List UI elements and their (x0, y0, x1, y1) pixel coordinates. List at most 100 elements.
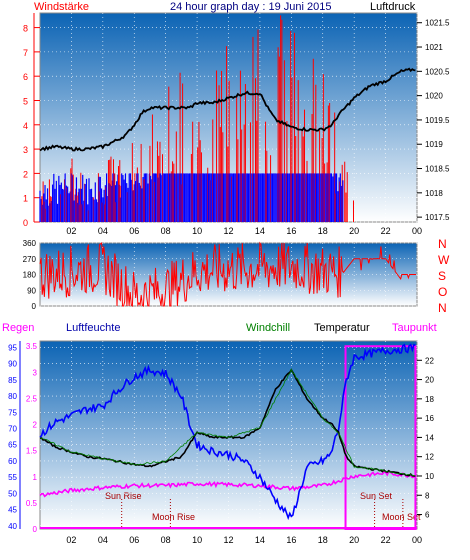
hour-label-p1-12: 12 (223, 226, 233, 236)
tick-windstaerke-6: 6 (23, 72, 28, 82)
tick-humidity-50: 50 (8, 489, 17, 498)
compass-label-1: W (438, 253, 450, 267)
tick-humidity-75: 75 (8, 408, 17, 417)
tick-windstaerke-4: 4 (23, 121, 28, 131)
tick-humidity-90: 90 (8, 360, 17, 369)
tick-direction-90: 90 (27, 286, 36, 295)
tick-luftdruck-6: 1020.5 (425, 67, 450, 76)
legend-taupunkt: Taupunkt (392, 322, 437, 334)
legend-windchill: Windchill (246, 322, 290, 334)
legend-regen: Regen (2, 322, 34, 334)
hour-label-p3-02: 02 (66, 535, 76, 545)
series-luftdruck (39, 67, 416, 152)
hour-label-p1-00: 00 (412, 226, 422, 236)
tick-luftdruck-8: 1021.5 (425, 19, 450, 28)
tick-direction-0: 0 (32, 302, 37, 311)
series-windchill (39, 368, 416, 477)
tick-temp-20: 20 (425, 376, 434, 385)
legend-luftfeuchte: Luftfeuchte (66, 322, 120, 334)
tick-temp-16: 16 (425, 414, 434, 423)
tick-humidity-45: 45 (8, 506, 17, 515)
tick-luftdruck-4: 1019.5 (425, 116, 450, 125)
hour-label-p1-08: 08 (161, 226, 171, 236)
tick-humidity-95: 95 (8, 343, 17, 352)
series-taupunkt (39, 470, 416, 498)
annotation-moon-set: Moon Set (382, 512, 421, 522)
hour-label-p1-10: 10 (192, 226, 202, 236)
tick-rain-3: 3 (33, 368, 38, 377)
left-axis-label-windstaerke: Windstärke (34, 1, 89, 13)
hour-label-p3-20: 20 (349, 535, 359, 545)
tick-humidity-85: 85 (8, 376, 17, 385)
hour-label-p3-12: 12 (223, 535, 233, 545)
right-axis-label-luftdruck: Luftdruck (370, 1, 416, 13)
compass-label-3: O (438, 285, 447, 299)
tick-rain-1.5: 1.5 (26, 447, 38, 456)
tick-windstaerke-1: 1 (23, 194, 28, 204)
hour-label-p3-10: 10 (192, 535, 202, 545)
tick-windstaerke-0: 0 (23, 218, 28, 228)
compass-label-4: N (438, 301, 447, 315)
tick-rain-2: 2 (33, 421, 38, 430)
hour-label-p1-22: 22 (381, 226, 391, 236)
tick-rain-2.5: 2.5 (26, 394, 38, 403)
hour-label-p3-14: 14 (255, 535, 265, 545)
hour-label-p3-22: 22 (381, 535, 391, 545)
hour-label-p3-04: 04 (98, 535, 108, 545)
tick-direction-270: 270 (23, 255, 37, 264)
tick-luftdruck-7: 1021 (425, 43, 443, 52)
tick-temp-8: 8 (425, 491, 430, 500)
tick-luftdruck-3: 1019 (425, 140, 443, 149)
tick-luftdruck-0: 1017.5 (425, 213, 450, 222)
hour-label-p3-08: 08 (161, 535, 171, 545)
tick-humidity-65: 65 (8, 441, 17, 450)
tick-windstaerke-8: 8 (23, 24, 28, 34)
annotation-sun-rise: Sun Rise (105, 491, 142, 501)
compass-label-0: N (438, 237, 447, 251)
tick-temp-22: 22 (425, 356, 434, 365)
tick-rain-3.5: 3.5 (26, 342, 38, 351)
tick-temp-6: 6 (425, 511, 430, 520)
tick-humidity-60: 60 (8, 457, 17, 466)
tick-humidity-40: 40 (8, 522, 17, 531)
hour-label-p1-16: 16 (286, 226, 296, 236)
series-luftfeuchte (39, 343, 416, 521)
hour-label-p1-06: 06 (129, 226, 139, 236)
hour-label-p3-00: 00 (412, 535, 422, 545)
tick-rain-0.5: 0.5 (26, 499, 38, 508)
tick-rain-1: 1 (33, 473, 38, 482)
tick-direction-180: 180 (23, 271, 37, 280)
hour-label-p1-18: 18 (318, 226, 328, 236)
tick-rain-0: 0 (33, 525, 38, 534)
tick-humidity-70: 70 (8, 425, 17, 434)
hour-label-p3-18: 18 (318, 535, 328, 545)
hour-label-p3-06: 06 (129, 535, 139, 545)
annotation-moon-rise: Moon Rise (152, 512, 195, 522)
tick-temp-10: 10 (425, 472, 434, 481)
series-winddirection (39, 241, 417, 308)
tick-temp-18: 18 (425, 395, 434, 404)
annotation-sun-set: Sun Set (360, 491, 393, 501)
tick-humidity-80: 80 (8, 392, 17, 401)
hour-label-p1-02: 02 (66, 226, 76, 236)
page-title: 24 hour graph day : 19 Juni 2015 (170, 1, 331, 13)
hour-label-p1-14: 14 (255, 226, 265, 236)
tick-direction-360: 360 (23, 239, 37, 248)
tick-windstaerke-2: 2 (23, 169, 28, 179)
compass-label-2: S (438, 269, 446, 283)
tick-luftdruck-2: 1018.5 (425, 165, 450, 174)
hour-label-p1-04: 04 (98, 226, 108, 236)
tick-humidity-55: 55 (8, 473, 17, 482)
tick-windstaerke-7: 7 (23, 48, 28, 58)
tick-windstaerke-3: 3 (23, 145, 28, 155)
tick-temp-12: 12 (425, 453, 434, 462)
hour-label-p1-20: 20 (349, 226, 359, 236)
tick-temp-14: 14 (425, 433, 434, 442)
tick-luftdruck-5: 1020 (425, 92, 443, 101)
legend-temperatur: Temperatur (314, 322, 370, 334)
hour-label-p3-16: 16 (286, 535, 296, 545)
tick-luftdruck-1: 1018 (425, 189, 443, 198)
